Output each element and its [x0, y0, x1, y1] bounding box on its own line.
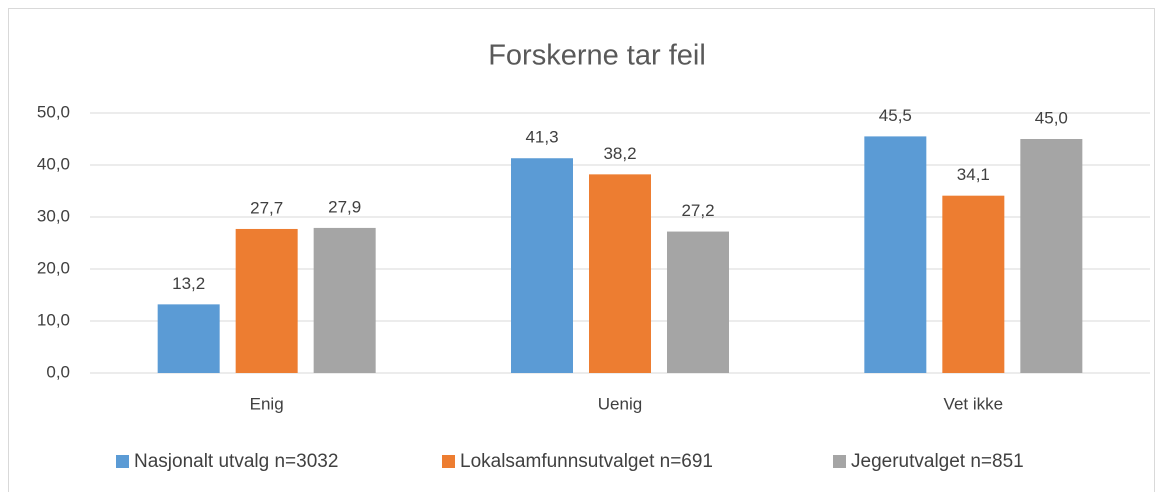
bar	[942, 195, 1005, 373]
data-label: 27,9	[328, 197, 361, 216]
legend-label: Jegerutvalget n=851	[851, 451, 1024, 472]
bar	[235, 228, 298, 373]
y-tick-label: 20,0	[37, 258, 70, 277]
bar	[864, 136, 927, 373]
data-label: 45,5	[879, 106, 912, 125]
y-tick-label: 0,0	[46, 362, 70, 381]
data-label: 13,2	[172, 274, 205, 293]
data-label: 41,3	[525, 128, 558, 147]
y-tick-label: 50,0	[37, 102, 70, 121]
bar	[511, 158, 573, 373]
bar	[157, 304, 220, 373]
data-label: 45,0	[1035, 108, 1068, 127]
legend-swatch	[116, 455, 129, 468]
bar	[1020, 139, 1083, 373]
data-label: 27,2	[681, 201, 714, 220]
bar	[589, 174, 651, 373]
x-tick-label: Vet ikke	[944, 394, 1004, 413]
y-tick-label: 10,0	[37, 310, 70, 329]
legend-swatch	[833, 455, 846, 468]
data-label: 34,1	[957, 165, 990, 184]
y-tick-label: 30,0	[37, 206, 70, 225]
chart-title: Forskerne tar feil	[488, 40, 706, 72]
bar	[313, 227, 376, 373]
x-tick-label: Uenig	[598, 394, 642, 413]
legend-label: Nasjonalt utvalg n=3032	[134, 451, 338, 472]
bar	[667, 231, 729, 373]
legend-swatch	[442, 455, 455, 468]
data-label: 27,7	[250, 198, 283, 217]
data-label: 38,2	[603, 144, 636, 163]
legend-label: Lokalsamfunnsutvalget n=691	[460, 451, 713, 472]
y-tick-label: 40,0	[37, 154, 70, 173]
x-tick-label: Enig	[250, 394, 284, 413]
